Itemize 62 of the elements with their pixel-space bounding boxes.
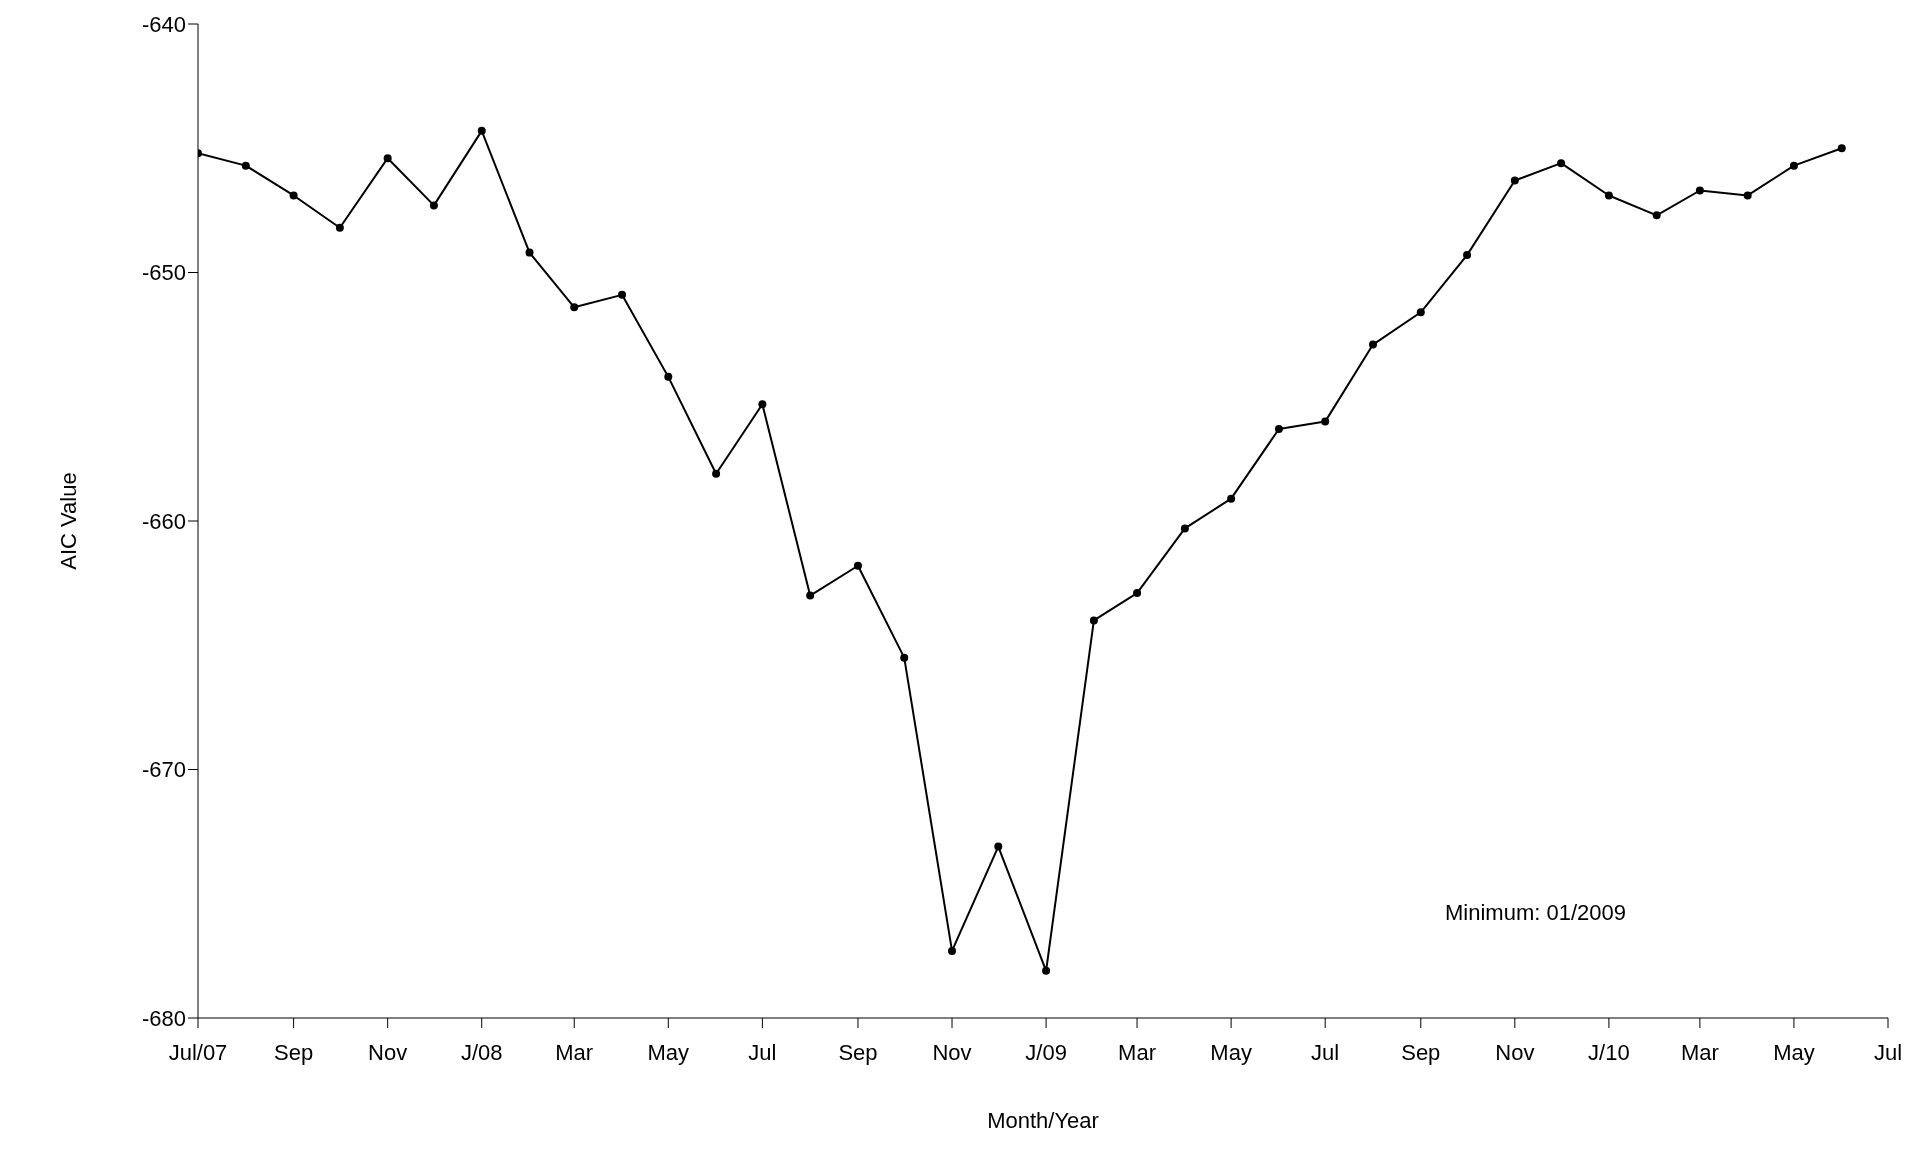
x-tick-label: Mar bbox=[1118, 1039, 1157, 1065]
x-tick-label: Nov bbox=[1495, 1039, 1535, 1065]
point bbox=[1321, 417, 1330, 426]
point bbox=[806, 591, 815, 600]
y-tick-label: -660 bbox=[141, 508, 186, 534]
point bbox=[664, 372, 673, 381]
point bbox=[994, 842, 1003, 851]
point bbox=[1133, 589, 1142, 598]
point bbox=[429, 201, 438, 210]
x-tick-label: Nov bbox=[368, 1039, 408, 1065]
point bbox=[948, 946, 957, 955]
point bbox=[618, 290, 627, 299]
y-tick-label: -650 bbox=[141, 260, 186, 286]
point bbox=[1180, 524, 1189, 533]
point bbox=[1604, 191, 1613, 200]
point bbox=[1042, 966, 1051, 975]
point bbox=[1743, 191, 1752, 200]
x-tick-label: Jul/07 bbox=[168, 1039, 228, 1065]
x-tick-label: Nov bbox=[932, 1039, 972, 1065]
point bbox=[1557, 159, 1566, 168]
point bbox=[1274, 425, 1283, 434]
x-tick-label: Jul bbox=[1873, 1039, 1903, 1065]
x-tick-label: J/08 bbox=[460, 1039, 503, 1065]
point bbox=[1510, 176, 1519, 185]
x-axis-title: Month/Year bbox=[987, 1108, 1099, 1133]
point bbox=[1789, 161, 1798, 170]
x-tick-label: J/10 bbox=[1588, 1039, 1630, 1065]
x-tick-label: Jul bbox=[748, 1039, 777, 1065]
point bbox=[570, 303, 579, 312]
y-tick-label: -670 bbox=[141, 757, 186, 783]
point bbox=[1089, 616, 1098, 625]
annotation: Minimum: 01/2009 bbox=[1445, 900, 1626, 926]
point bbox=[525, 248, 534, 257]
x-tick-label: Jul bbox=[1311, 1039, 1340, 1065]
point bbox=[758, 400, 767, 409]
point bbox=[712, 469, 721, 478]
x-tick-label: Sep bbox=[274, 1039, 314, 1065]
x-tick-label: Sep bbox=[838, 1039, 878, 1065]
y-axis-title: AIC Value bbox=[55, 472, 81, 570]
point bbox=[900, 653, 909, 662]
x-tick-label: May bbox=[1773, 1039, 1815, 1065]
point bbox=[1652, 211, 1661, 220]
point bbox=[335, 223, 344, 232]
point bbox=[1227, 494, 1236, 503]
point bbox=[383, 154, 392, 163]
x-tick-label: Sep bbox=[1401, 1039, 1441, 1065]
point bbox=[1416, 308, 1425, 317]
point bbox=[1463, 251, 1472, 260]
y-tick-label: -640 bbox=[141, 11, 186, 37]
x-tick-label: May bbox=[647, 1039, 690, 1065]
point bbox=[1368, 340, 1377, 349]
x-tick-label: J/09 bbox=[1025, 1039, 1067, 1065]
x-tick-label: Mar bbox=[1680, 1039, 1719, 1065]
point bbox=[853, 561, 862, 570]
point bbox=[477, 126, 486, 135]
point bbox=[241, 161, 250, 170]
x-tick-label: Mar bbox=[555, 1039, 594, 1065]
point bbox=[1837, 144, 1846, 153]
x-tick-label: May bbox=[1210, 1039, 1252, 1065]
y-tick-label: -680 bbox=[141, 1005, 186, 1031]
point bbox=[289, 191, 298, 200]
point bbox=[1695, 186, 1704, 195]
